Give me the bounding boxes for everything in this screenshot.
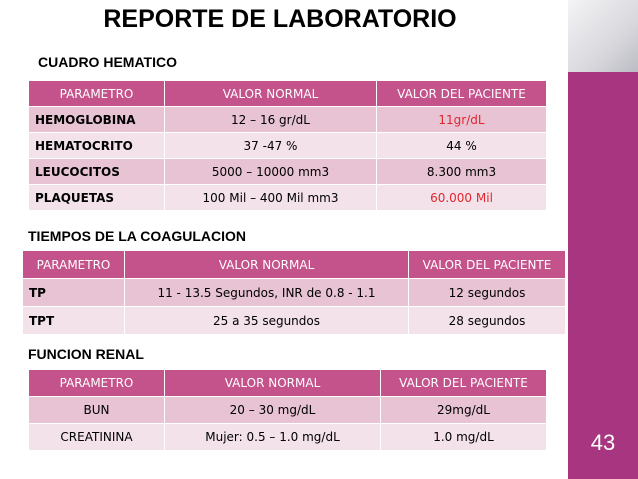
- section-heading: TIEMPOS DE LA COAGULACION: [28, 228, 247, 244]
- table-cell: 28 segundos: [408, 306, 566, 335]
- table-cell: 60.000 Mil: [376, 184, 547, 211]
- table-cell: HEMOGLOBINA: [28, 106, 165, 133]
- photo: [568, 0, 638, 72]
- slide-title: REPORTE DE LABORATORIO: [103, 5, 457, 33]
- data-table: PARAMETRO VALOR NORMAL VALOR DEL PACIENTE T…: [22, 250, 566, 335]
- page-number: 43: [590, 430, 616, 455]
- header-row: PARAMETRO VALOR NORMAL VALOR DEL PACIENTE: [28, 80, 547, 107]
- header-cell: VALOR DEL PACIENTE: [380, 369, 547, 397]
- header-cell: VALOR DEL PACIENTE: [408, 250, 566, 279]
- table-cell: 1.0 mg/dL: [380, 423, 547, 451]
- data-table: PARAMETRO VALOR NORMAL VALOR DEL PACIENTE H…: [28, 80, 547, 211]
- table-cell: 12 segundos: [408, 278, 566, 307]
- header-cell: VALOR NORMAL: [124, 250, 409, 279]
- table-cell: 29mg/dL: [380, 396, 547, 424]
- table-cell: 44 %: [376, 132, 547, 159]
- section-heading: FUNCION RENAL: [28, 346, 144, 362]
- table-cell: 12 – 16 gr/dL: [164, 106, 377, 133]
- table-row: HEMOGLOBINA 12 – 16 gr/dL 11gr/dL: [28, 106, 547, 133]
- table-row: PLAQUETAS 100 Mil – 400 Mil mm3 60.000 Mil: [28, 184, 547, 211]
- header-row: PARAMETRO VALOR NORMAL VALOR DEL PACIENTE: [28, 369, 547, 397]
- table-row: BUN 20 – 30 mg/dL 29mg/dL: [28, 396, 547, 424]
- header-cell: VALOR NORMAL: [164, 369, 381, 397]
- data-table: PARAMETRO VALOR NORMAL VALOR DEL PACIENTE B…: [28, 369, 547, 451]
- table-cell: 11 - 13.5 Segundos, INR de 0.8 - 1.1: [124, 278, 409, 307]
- section-heading: CUADRO HEMATICO: [38, 54, 177, 70]
- table-cell: TP: [22, 278, 125, 307]
- table-cell: 5000 – 10000 mm3: [164, 158, 377, 185]
- table-cell: 11gr/dL: [376, 106, 547, 133]
- side-bar: [568, 0, 638, 479]
- header-cell: VALOR NORMAL: [164, 80, 377, 107]
- table-cell: 37 -47 %: [164, 132, 377, 159]
- table-cell: TPT: [22, 306, 125, 335]
- table-row: LEUCOCITOS 5000 – 10000 mm3 8.300 mm3: [28, 158, 547, 185]
- table-cell: CREATININA: [28, 423, 165, 451]
- header-cell: PARAMETRO: [22, 250, 125, 279]
- table-cell: BUN: [28, 396, 165, 424]
- table-row: TPT 25 a 35 segundos 28 segundos: [22, 306, 566, 335]
- header-cell: PARAMETRO: [28, 80, 165, 107]
- table-row: HEMATOCRITO 37 -47 % 44 %: [28, 132, 547, 159]
- table-cell: LEUCOCITOS: [28, 158, 165, 185]
- table-cell: 25 a 35 segundos: [124, 306, 409, 335]
- table-cell: 8.300 mm3: [376, 158, 547, 185]
- table-cell: HEMATOCRITO: [28, 132, 165, 159]
- header-cell: PARAMETRO: [28, 369, 165, 397]
- table-row: CREATININA Mujer: 0.5 – 1.0 mg/dL 1.0 mg/d…: [28, 423, 547, 451]
- table-row: TP 11 - 13.5 Segundos, INR de 0.8 - 1.1 12…: [22, 278, 566, 307]
- header-cell: VALOR DEL PACIENTE: [376, 80, 547, 107]
- table-cell: 100 Mil – 400 Mil mm3: [164, 184, 377, 211]
- table-cell: 20 – 30 mg/dL: [164, 396, 381, 424]
- header-row: PARAMETRO VALOR NORMAL VALOR DEL PACIENTE: [22, 250, 566, 279]
- table-cell: PLAQUETAS: [28, 184, 165, 211]
- table-cell: Mujer: 0.5 – 1.0 mg/dL: [164, 423, 381, 451]
